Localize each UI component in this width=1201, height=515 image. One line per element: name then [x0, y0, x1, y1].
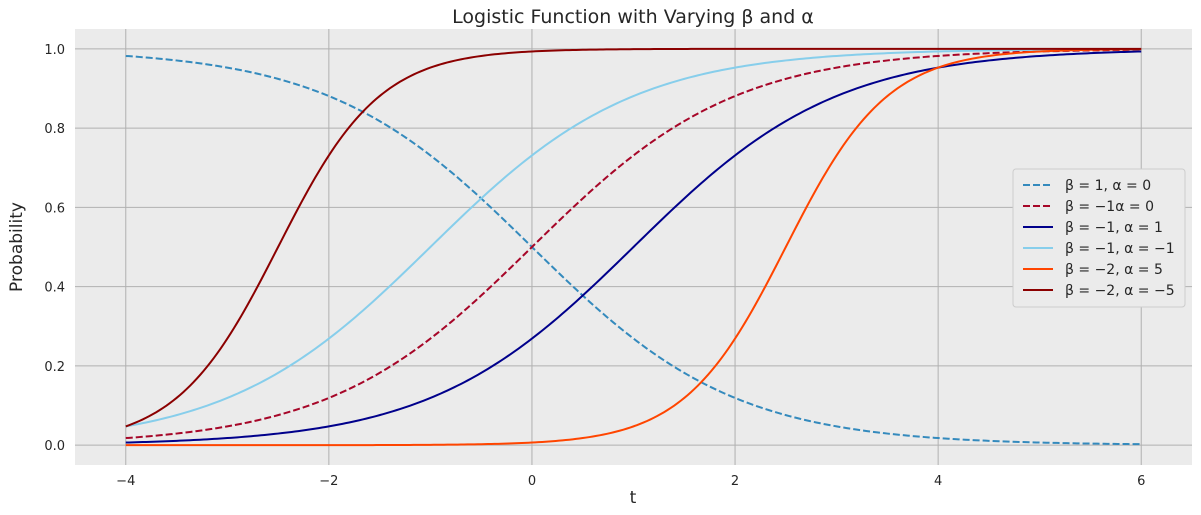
y-tick-label: 0.0	[44, 439, 65, 454]
legend-label: β = −2, α = −5	[1065, 283, 1175, 299]
y-tick-label: 0.6	[44, 201, 65, 216]
x-tick-label: 4	[934, 474, 942, 489]
y-axis-label: Probability	[7, 202, 27, 292]
x-tick-label: 0	[528, 474, 536, 489]
legend-label: β = −2, α = 5	[1065, 262, 1163, 278]
series-line	[125, 48, 1142, 447]
legend: β = 1, α = 0 β = −1α = 0 β = −1, α = 1 β = …	[1012, 168, 1186, 308]
y-tick-label: 1.0	[44, 43, 65, 58]
x-tick-label: 2	[731, 474, 739, 489]
legend-label: β = −1, α = −1	[1065, 241, 1175, 257]
series-line	[125, 48, 1142, 428]
x-axis-ticks: −4 −2 0 2 4 6	[116, 474, 1145, 489]
series-line	[125, 54, 1142, 446]
x-tick-label: −4	[116, 474, 135, 489]
grid-lines	[75, 29, 1192, 465]
legend-box	[1012, 168, 1186, 308]
chart-title: Logistic Function with Varying β and α	[452, 6, 814, 28]
series-line	[125, 47, 1142, 428]
x-tick-label: −2	[319, 474, 338, 489]
series-group	[125, 47, 1142, 447]
x-axis-label: t	[630, 488, 637, 508]
y-tick-label: 0.4	[44, 281, 65, 296]
y-axis-ticks: 0.0 0.2 0.4 0.6 0.8 1.0	[44, 43, 65, 454]
legend-label: β = 1, α = 0	[1065, 178, 1151, 194]
legend-label: β = −1, α = 1	[1065, 220, 1163, 236]
y-tick-label: 0.2	[44, 360, 65, 375]
series-line	[125, 50, 1142, 444]
series-line	[125, 48, 1142, 440]
x-tick-label: 6	[1137, 474, 1145, 489]
y-tick-label: 0.8	[44, 122, 65, 137]
legend-label: β = −1α = 0	[1065, 199, 1154, 215]
